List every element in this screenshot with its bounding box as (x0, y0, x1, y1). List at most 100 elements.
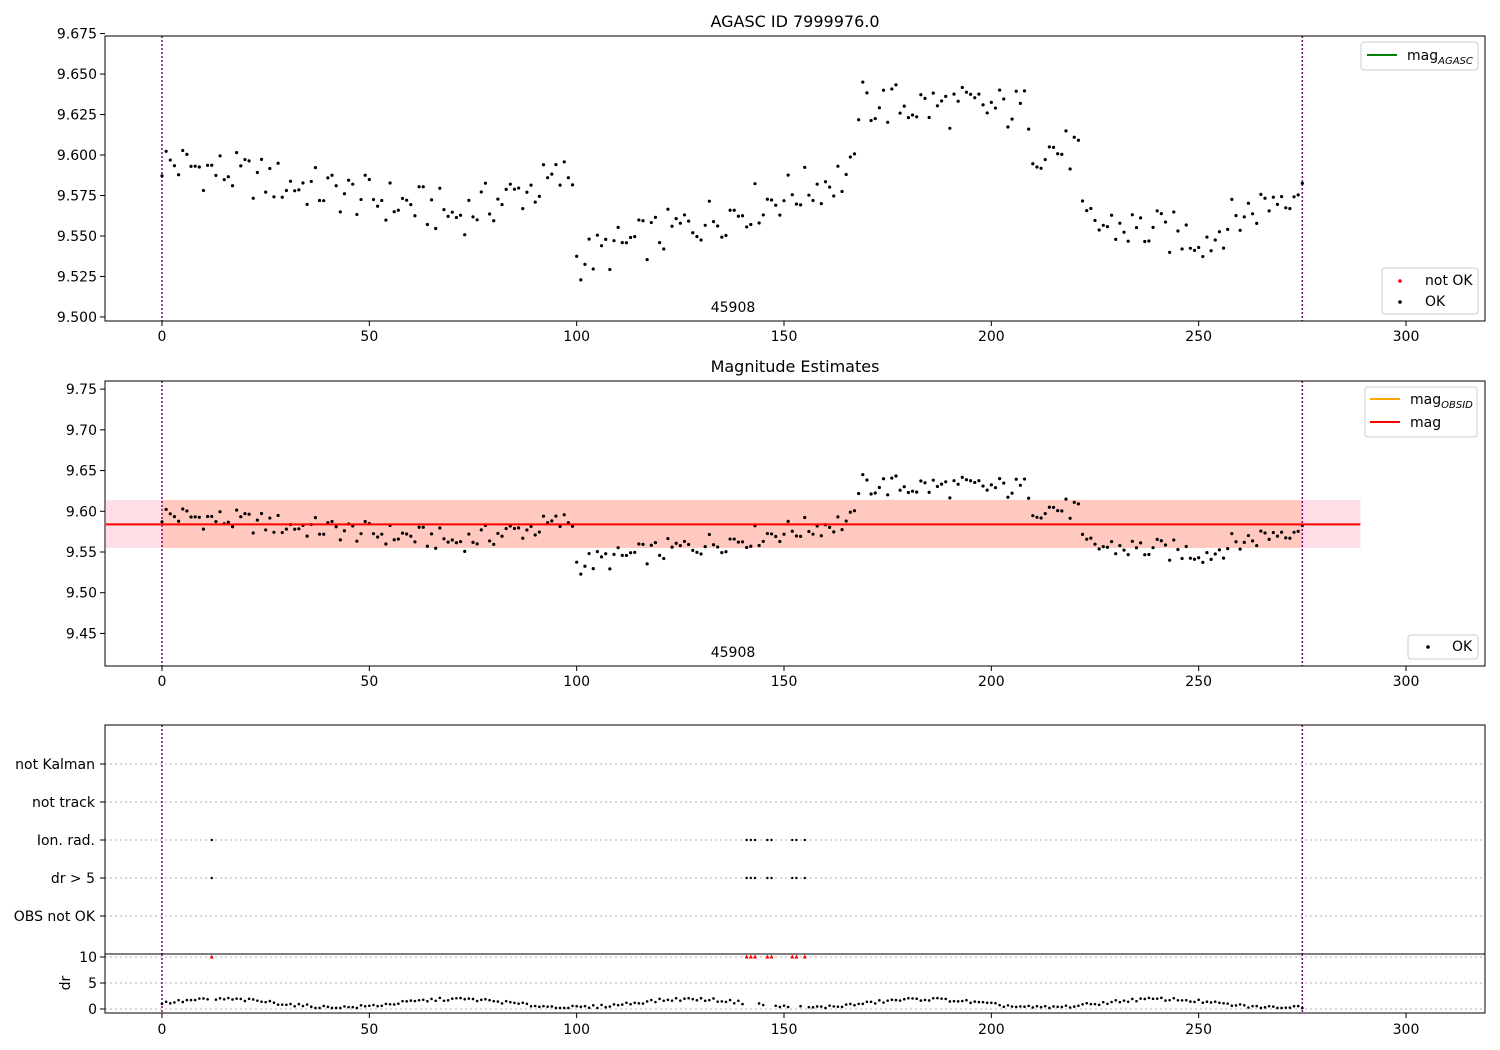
ok-point (1163, 543, 1168, 547)
dr-point (339, 1006, 342, 1010)
ok-point (239, 164, 243, 168)
dr-point (886, 999, 889, 1002)
ok-point (915, 115, 919, 119)
legend-marker (1398, 300, 1402, 304)
ok-point (583, 564, 587, 568)
ok-point (989, 483, 993, 487)
x-tick-label: 0 (158, 1022, 167, 1038)
ok-point (293, 189, 297, 193)
dr-point (616, 1003, 620, 1007)
ok-point (334, 525, 338, 529)
dr-point (1180, 999, 1184, 1002)
flag-label: Ion. rad. (37, 833, 95, 849)
ok-point (297, 527, 301, 531)
x-tick-label: 300 (1393, 674, 1420, 690)
ok-point (969, 92, 973, 96)
ok-point (1010, 491, 1014, 495)
ok-point (658, 553, 662, 557)
ok-point (1280, 530, 1284, 534)
ok-point (1043, 157, 1047, 162)
dr-point (276, 1003, 280, 1006)
ok-point (778, 213, 782, 217)
ok-point (898, 488, 902, 492)
ok-point (745, 545, 749, 550)
ok-point (736, 540, 740, 544)
ok-point (960, 475, 964, 479)
ok-point (616, 546, 620, 550)
ok-point (500, 202, 504, 207)
ok-point (425, 544, 429, 548)
ok-point (1188, 246, 1192, 250)
dr-point (231, 998, 234, 1001)
ok-point (1109, 213, 1114, 217)
ok-point (890, 87, 894, 91)
ok-point (952, 479, 956, 483)
magnitude-panel: Magnitude Estimates 45908 0 50 100 150 200 25… (66, 357, 1486, 690)
clipped-point (765, 954, 770, 959)
ok-point (487, 539, 492, 543)
ok-point (973, 96, 977, 100)
dr-point (1301, 1006, 1304, 1010)
ok-point (1180, 556, 1184, 561)
dr-point (894, 998, 898, 1002)
ok-point (645, 258, 649, 262)
ok-point (861, 473, 865, 477)
flag-label: not Kalman (15, 757, 95, 773)
ok-point (371, 532, 376, 536)
ok-point (1130, 539, 1134, 543)
dr-point (703, 999, 707, 1003)
ok-point (852, 152, 857, 156)
ok-point (1126, 239, 1130, 243)
ok-point (554, 514, 558, 518)
ok-point (355, 212, 359, 217)
ok-point (906, 490, 911, 495)
dr-point (1284, 1006, 1288, 1009)
ok-point (985, 488, 989, 492)
ok-point (724, 233, 728, 238)
agasc-panel: AGASC ID 7999976.0 45908 0 50 100 150 200 250… (57, 12, 1486, 345)
x-tick-label: 250 (1185, 1022, 1212, 1038)
dr-point (1197, 998, 1200, 1002)
ok-point (637, 542, 641, 546)
axis-ticks: 0 50 100 150 200 250 300 0 5 10 (79, 950, 1419, 1038)
dr-point (243, 999, 247, 1003)
ok-point (255, 170, 259, 175)
ok-point (1002, 481, 1006, 485)
y-tick-label: 9.525 (57, 269, 97, 285)
ok-point (1250, 212, 1255, 216)
ok-point (463, 233, 467, 237)
dr-point (450, 997, 454, 1000)
ok-point (1097, 547, 1101, 551)
dr-point (1296, 1004, 1300, 1008)
dr-point (409, 999, 413, 1002)
dr-point (1176, 998, 1180, 1002)
dr-point (840, 1005, 844, 1009)
ok-point (1259, 529, 1263, 533)
ok-point (819, 201, 823, 206)
ok-point (711, 219, 716, 224)
ok-point (1039, 166, 1043, 170)
dr-point (1263, 1006, 1267, 1009)
ok-point (1018, 101, 1022, 105)
ok-point (380, 198, 384, 203)
ok-point (243, 511, 247, 516)
ok-point (1147, 552, 1151, 557)
dr-point (1056, 1005, 1059, 1009)
ok-point (815, 182, 819, 186)
dr-point (1292, 1004, 1296, 1008)
dr-point (1122, 999, 1126, 1002)
ok-point (633, 550, 637, 554)
dr-point (160, 1002, 164, 1006)
ok-point (280, 530, 284, 535)
ok-point (832, 194, 836, 198)
dr-point (164, 1000, 168, 1004)
ok-point (993, 486, 998, 490)
dr-point (1101, 1000, 1105, 1004)
ok-point (633, 235, 637, 239)
ok-point (649, 220, 653, 225)
dr-point (467, 997, 471, 1000)
ok-point (724, 550, 728, 554)
ok-point (301, 181, 305, 185)
ok-point (803, 515, 807, 520)
